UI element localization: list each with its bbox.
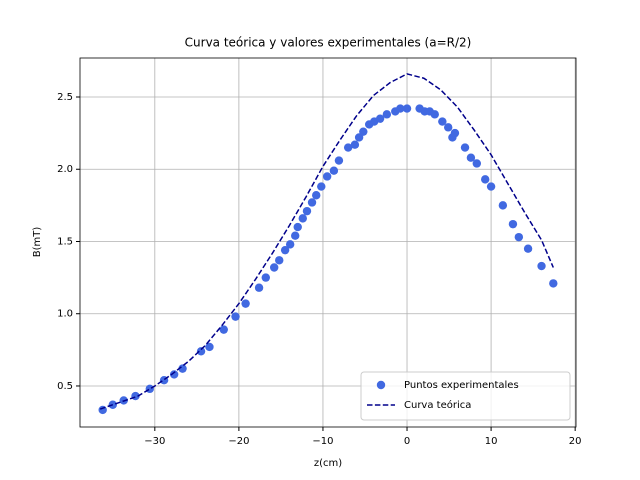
data-point [231,312,240,321]
data-point [312,191,321,200]
x-axis-label: z(cm) [314,458,342,469]
legend-label: Puntos experimentales [404,380,519,391]
data-point [241,299,250,308]
data-point [293,222,302,232]
data-point [298,214,307,223]
x-tick-label: −30 [144,436,165,447]
y-tick-label: 2.5 [57,92,73,103]
y-axis-label: B(mT) [32,227,43,258]
y-tick-label: 2.0 [57,164,73,175]
data-point [334,156,344,165]
chart-title: Curva teórica y valores experimentales (… [185,36,472,50]
legend: Puntos experimentales Curva teórica [360,371,571,421]
data-point [307,198,317,207]
y-tick-label: 1.0 [57,309,73,320]
data-point [261,273,270,282]
data-point [329,166,339,175]
x-tick-label: 0 [404,436,410,447]
data-point [359,127,368,136]
data-point [444,123,453,132]
data-point [498,201,508,210]
data-point [178,364,187,373]
data-point [343,143,353,152]
data-point [317,182,326,191]
data-point [472,159,481,168]
data-point [549,279,558,288]
data-point [460,143,470,152]
data-point [514,232,524,242]
data-point [254,283,264,292]
data-point [196,347,206,356]
data-point [438,117,447,126]
y-tick-label: 0.5 [57,381,73,392]
data-point [205,342,214,352]
data-point [375,114,385,123]
data-point [98,405,107,415]
data-point [523,244,533,253]
data-point [508,219,518,229]
data-point [280,245,290,255]
data-point [285,240,295,249]
data-point [169,370,179,379]
data-point [354,133,364,142]
data-point [402,104,412,113]
x-tick-label: −20 [228,436,249,447]
data-line [99,73,554,410]
legend-box [360,371,571,421]
data-point [396,104,405,113]
data-point [322,172,332,181]
data-point [350,140,360,149]
data-point [430,110,439,119]
y-tick-label: 1.5 [57,236,73,247]
legend-marker [376,380,386,390]
data-point [275,256,284,265]
data-point [466,153,476,162]
data-point [269,263,279,272]
x-tick-label: −10 [312,436,333,447]
data-point [481,175,490,184]
plot-frame [79,57,577,428]
x-tick-label: 10 [485,436,498,447]
data-point [302,206,312,216]
data-point [219,325,228,334]
data-point [291,231,300,240]
data-point [537,261,546,271]
data-point [382,110,392,119]
data-point [486,182,496,191]
legend-label: Curva teórica [404,399,471,411]
data-point [450,128,460,138]
x-tick-label: 20 [569,436,582,447]
data-point [145,384,154,394]
